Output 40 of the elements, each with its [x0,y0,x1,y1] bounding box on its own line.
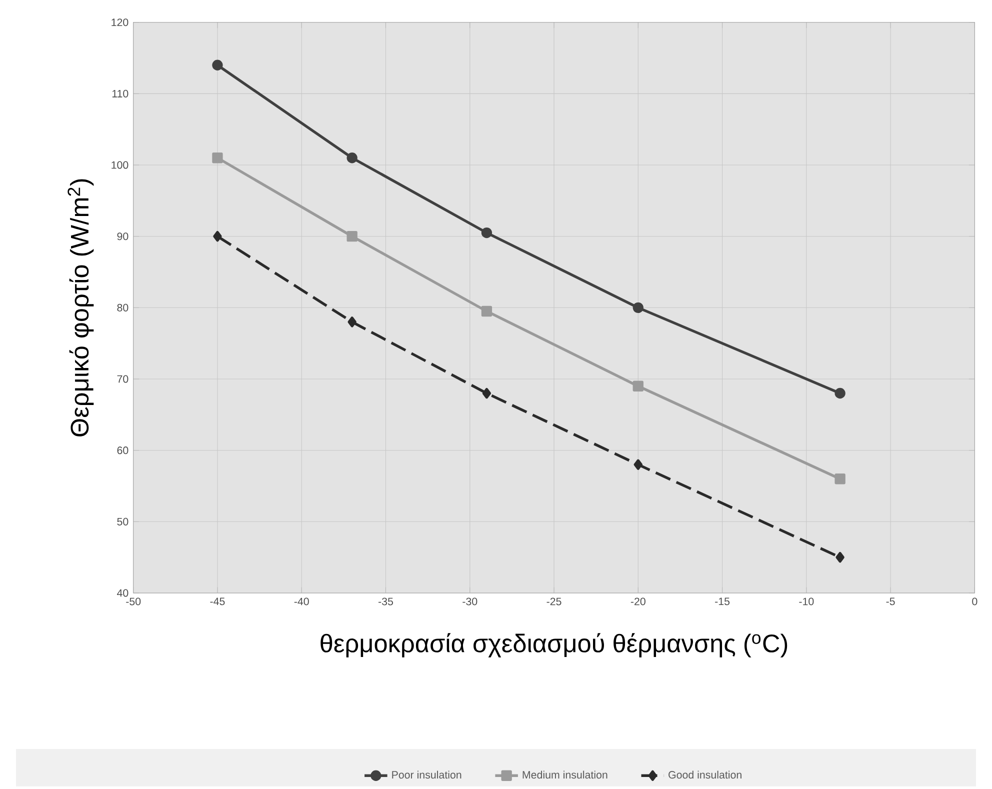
y-tick-label: 110 [112,90,128,98]
x-tick-label: -10 [799,598,814,606]
point [632,380,644,392]
point [212,60,223,70]
point [834,388,846,399]
y-tick-label: 40 [117,589,128,597]
x-tick-label: -45 [210,598,225,606]
point [836,552,844,563]
x-tick-label: 0 [972,598,978,606]
y-tick-label: 120 [112,18,128,26]
point [482,388,492,399]
point [348,316,356,328]
point [346,231,358,242]
y-tick-label: 50 [117,518,128,526]
x-tick-label: -50 [126,598,141,606]
y-tick-label: 90 [117,232,128,240]
x-tick-label: -35 [378,598,393,606]
y-tick-label: 60 [117,446,128,454]
x-tick-label: -30 [462,598,478,606]
x-tick-label: -5 [886,598,895,606]
y-tick-label: 80 [117,304,128,312]
point [632,302,644,314]
x-tick-label: -15 [715,598,730,606]
point [346,152,358,164]
point [834,474,846,484]
y-axis-title: Θερμικό φορτίο (W/m$^{2}$) [68,179,94,436]
legend-label: Poor insulation [392,770,462,779]
x-tick-label: -25 [546,598,562,606]
point [212,152,223,164]
x-tick-label: -40 [294,598,309,606]
y-tick-label: 70 [117,375,128,383]
x-tick-label: -20 [630,598,646,606]
y-tick-label: 100 [112,161,128,169]
legend-label: Medium insulation [522,770,608,779]
point [213,231,222,242]
point [634,459,642,470]
point [481,227,492,238]
x-axis-title: θερμοκρασία σχεδιασμού θέρμανσης ($^{o}$C) [320,633,788,658]
legend-label: Good insulation [668,770,742,779]
point [481,306,492,317]
